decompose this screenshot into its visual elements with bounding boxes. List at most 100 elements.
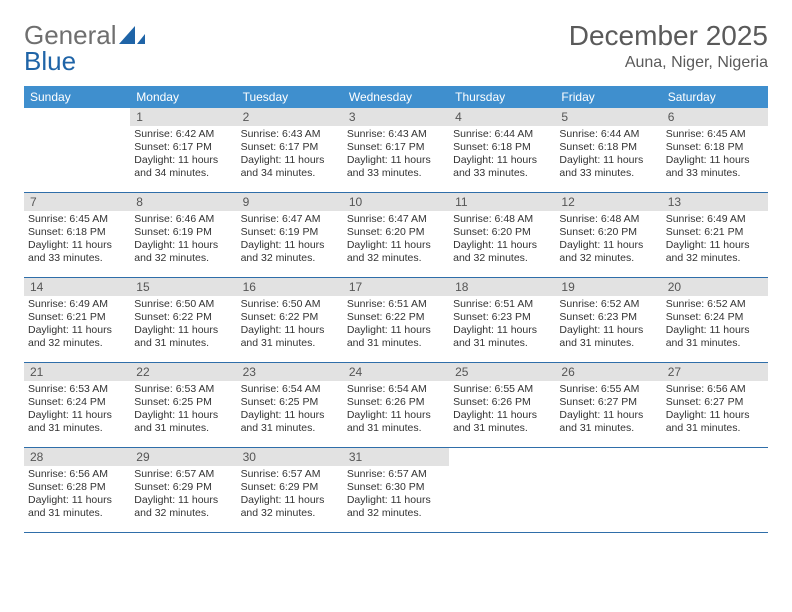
day-info: Sunrise: 6:46 AMSunset: 6:19 PMDaylight:… xyxy=(130,211,236,270)
day-number: 2 xyxy=(237,108,343,126)
day-number: 29 xyxy=(130,448,236,466)
day-number: 8 xyxy=(130,193,236,211)
day-cell-5: 5Sunrise: 6:44 AMSunset: 6:18 PMDaylight… xyxy=(555,108,661,193)
day-cell-19: 19Sunrise: 6:52 AMSunset: 6:23 PMDayligh… xyxy=(555,278,661,363)
day-number: 9 xyxy=(237,193,343,211)
day-info: Sunrise: 6:55 AMSunset: 6:27 PMDaylight:… xyxy=(555,381,661,440)
day-cell-30: 30Sunrise: 6:57 AMSunset: 6:29 PMDayligh… xyxy=(237,448,343,533)
day-info: Sunrise: 6:57 AMSunset: 6:29 PMDaylight:… xyxy=(130,466,236,525)
page-title: December 2025 xyxy=(569,20,768,52)
day-cell-21: 21Sunrise: 6:53 AMSunset: 6:24 PMDayligh… xyxy=(24,363,130,448)
day-number: 14 xyxy=(24,278,130,296)
day-cell-3: 3Sunrise: 6:43 AMSunset: 6:17 PMDaylight… xyxy=(343,108,449,193)
day-info: Sunrise: 6:52 AMSunset: 6:23 PMDaylight:… xyxy=(555,296,661,355)
day-info: Sunrise: 6:51 AMSunset: 6:22 PMDaylight:… xyxy=(343,296,449,355)
header: General December 2025 Auna, Niger, Niger… xyxy=(24,20,768,72)
day-info: Sunrise: 6:42 AMSunset: 6:17 PMDaylight:… xyxy=(130,126,236,185)
day-number: 11 xyxy=(449,193,555,211)
day-number: 23 xyxy=(237,363,343,381)
calendar-page: General December 2025 Auna, Niger, Niger… xyxy=(0,0,792,612)
day-info: Sunrise: 6:56 AMSunset: 6:28 PMDaylight:… xyxy=(24,466,130,525)
day-number: 10 xyxy=(343,193,449,211)
day-number: 28 xyxy=(24,448,130,466)
calendar-row: 28Sunrise: 6:56 AMSunset: 6:28 PMDayligh… xyxy=(24,448,768,533)
day-cell-9: 9Sunrise: 6:47 AMSunset: 6:19 PMDaylight… xyxy=(237,193,343,278)
day-info: Sunrise: 6:48 AMSunset: 6:20 PMDaylight:… xyxy=(555,211,661,270)
day-cell-2: 2Sunrise: 6:43 AMSunset: 6:17 PMDaylight… xyxy=(237,108,343,193)
day-number: 12 xyxy=(555,193,661,211)
day-cell-29: 29Sunrise: 6:57 AMSunset: 6:29 PMDayligh… xyxy=(130,448,236,533)
day-cell-27: 27Sunrise: 6:56 AMSunset: 6:27 PMDayligh… xyxy=(662,363,768,448)
day-number: 30 xyxy=(237,448,343,466)
weekday-tuesday: Tuesday xyxy=(237,86,343,108)
empty-cell xyxy=(449,448,555,533)
day-cell-15: 15Sunrise: 6:50 AMSunset: 6:22 PMDayligh… xyxy=(130,278,236,363)
calendar-row: 7Sunrise: 6:45 AMSunset: 6:18 PMDaylight… xyxy=(24,193,768,278)
day-info: Sunrise: 6:50 AMSunset: 6:22 PMDaylight:… xyxy=(130,296,236,355)
day-info: Sunrise: 6:53 AMSunset: 6:24 PMDaylight:… xyxy=(24,381,130,440)
day-cell-4: 4Sunrise: 6:44 AMSunset: 6:18 PMDaylight… xyxy=(449,108,555,193)
day-info: Sunrise: 6:53 AMSunset: 6:25 PMDaylight:… xyxy=(130,381,236,440)
day-number: 24 xyxy=(343,363,449,381)
day-info: Sunrise: 6:44 AMSunset: 6:18 PMDaylight:… xyxy=(555,126,661,185)
day-cell-7: 7Sunrise: 6:45 AMSunset: 6:18 PMDaylight… xyxy=(24,193,130,278)
day-info: Sunrise: 6:43 AMSunset: 6:17 PMDaylight:… xyxy=(237,126,343,185)
day-info: Sunrise: 6:57 AMSunset: 6:30 PMDaylight:… xyxy=(343,466,449,525)
day-number: 7 xyxy=(24,193,130,211)
weekday-monday: Monday xyxy=(130,86,236,108)
day-number: 15 xyxy=(130,278,236,296)
day-number: 5 xyxy=(555,108,661,126)
day-number: 18 xyxy=(449,278,555,296)
day-number: 4 xyxy=(449,108,555,126)
empty-cell xyxy=(24,108,130,193)
weekday-sunday: Sunday xyxy=(24,86,130,108)
day-number: 26 xyxy=(555,363,661,381)
weekday-row: SundayMondayTuesdayWednesdayThursdayFrid… xyxy=(24,86,768,108)
day-number: 31 xyxy=(343,448,449,466)
day-number: 16 xyxy=(237,278,343,296)
day-info: Sunrise: 6:48 AMSunset: 6:20 PMDaylight:… xyxy=(449,211,555,270)
day-info: Sunrise: 6:55 AMSunset: 6:26 PMDaylight:… xyxy=(449,381,555,440)
day-cell-16: 16Sunrise: 6:50 AMSunset: 6:22 PMDayligh… xyxy=(237,278,343,363)
calendar-row: 21Sunrise: 6:53 AMSunset: 6:24 PMDayligh… xyxy=(24,363,768,448)
day-info: Sunrise: 6:56 AMSunset: 6:27 PMDaylight:… xyxy=(662,381,768,440)
day-cell-8: 8Sunrise: 6:46 AMSunset: 6:19 PMDaylight… xyxy=(130,193,236,278)
day-number: 6 xyxy=(662,108,768,126)
day-cell-18: 18Sunrise: 6:51 AMSunset: 6:23 PMDayligh… xyxy=(449,278,555,363)
day-cell-6: 6Sunrise: 6:45 AMSunset: 6:18 PMDaylight… xyxy=(662,108,768,193)
day-cell-24: 24Sunrise: 6:54 AMSunset: 6:26 PMDayligh… xyxy=(343,363,449,448)
empty-cell xyxy=(662,448,768,533)
logo-sail-icon xyxy=(119,26,145,46)
day-cell-14: 14Sunrise: 6:49 AMSunset: 6:21 PMDayligh… xyxy=(24,278,130,363)
weekday-saturday: Saturday xyxy=(662,86,768,108)
day-info: Sunrise: 6:52 AMSunset: 6:24 PMDaylight:… xyxy=(662,296,768,355)
day-number: 13 xyxy=(662,193,768,211)
day-info: Sunrise: 6:45 AMSunset: 6:18 PMDaylight:… xyxy=(24,211,130,270)
calendar-head: SundayMondayTuesdayWednesdayThursdayFrid… xyxy=(24,86,768,108)
empty-cell xyxy=(555,448,661,533)
day-cell-11: 11Sunrise: 6:48 AMSunset: 6:20 PMDayligh… xyxy=(449,193,555,278)
page-subtitle: Auna, Niger, Nigeria xyxy=(569,54,768,72)
day-cell-31: 31Sunrise: 6:57 AMSunset: 6:30 PMDayligh… xyxy=(343,448,449,533)
day-info: Sunrise: 6:57 AMSunset: 6:29 PMDaylight:… xyxy=(237,466,343,525)
day-number: 1 xyxy=(130,108,236,126)
calendar-row: 14Sunrise: 6:49 AMSunset: 6:21 PMDayligh… xyxy=(24,278,768,363)
day-cell-13: 13Sunrise: 6:49 AMSunset: 6:21 PMDayligh… xyxy=(662,193,768,278)
day-cell-12: 12Sunrise: 6:48 AMSunset: 6:20 PMDayligh… xyxy=(555,193,661,278)
day-cell-23: 23Sunrise: 6:54 AMSunset: 6:25 PMDayligh… xyxy=(237,363,343,448)
day-info: Sunrise: 6:54 AMSunset: 6:25 PMDaylight:… xyxy=(237,381,343,440)
day-cell-10: 10Sunrise: 6:47 AMSunset: 6:20 PMDayligh… xyxy=(343,193,449,278)
day-cell-22: 22Sunrise: 6:53 AMSunset: 6:25 PMDayligh… xyxy=(130,363,236,448)
day-cell-17: 17Sunrise: 6:51 AMSunset: 6:22 PMDayligh… xyxy=(343,278,449,363)
day-info: Sunrise: 6:47 AMSunset: 6:19 PMDaylight:… xyxy=(237,211,343,270)
weekday-wednesday: Wednesday xyxy=(343,86,449,108)
day-number: 17 xyxy=(343,278,449,296)
calendar-body: 1Sunrise: 6:42 AMSunset: 6:17 PMDaylight… xyxy=(24,108,768,533)
day-number: 20 xyxy=(662,278,768,296)
day-info: Sunrise: 6:47 AMSunset: 6:20 PMDaylight:… xyxy=(343,211,449,270)
day-number: 19 xyxy=(555,278,661,296)
calendar-table: SundayMondayTuesdayWednesdayThursdayFrid… xyxy=(24,86,768,533)
day-info: Sunrise: 6:43 AMSunset: 6:17 PMDaylight:… xyxy=(343,126,449,185)
day-cell-25: 25Sunrise: 6:55 AMSunset: 6:26 PMDayligh… xyxy=(449,363,555,448)
day-info: Sunrise: 6:45 AMSunset: 6:18 PMDaylight:… xyxy=(662,126,768,185)
